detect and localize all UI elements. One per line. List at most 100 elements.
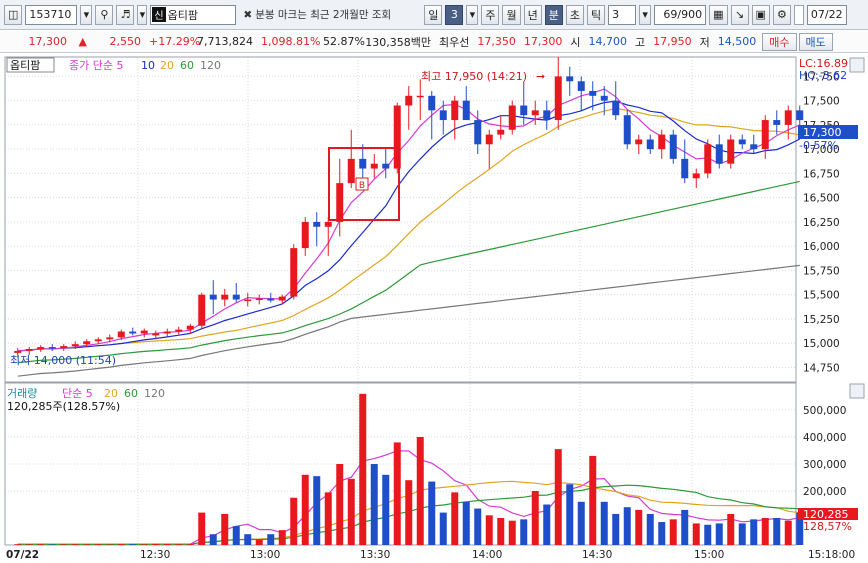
price-tick-label: 17,500 bbox=[803, 96, 840, 108]
candle-body bbox=[209, 294, 217, 300]
candle bbox=[761, 115, 769, 159]
date-input[interactable]: 07/22 bbox=[806, 4, 847, 25]
candle bbox=[83, 339, 91, 348]
stock-code-input[interactable]: 153710 bbox=[25, 4, 78, 25]
candle-type-icon[interactable]: ▦ bbox=[709, 4, 728, 25]
lc-label: LC:16.89 bbox=[799, 57, 848, 70]
price-tick-label: 16,750 bbox=[803, 168, 840, 180]
draw-tool-icon[interactable]: ↘ bbox=[730, 4, 749, 25]
gear-icon[interactable]: ⚙ bbox=[772, 4, 791, 25]
period-second-button[interactable]: 초 bbox=[565, 4, 584, 25]
search-icon[interactable]: ⚲ bbox=[95, 4, 114, 25]
hc-label: HC:-3.62 bbox=[799, 69, 847, 82]
period-year-button[interactable]: 년 bbox=[523, 4, 542, 25]
candle-body bbox=[738, 139, 746, 145]
period-tick-button[interactable]: 틱 bbox=[586, 4, 606, 25]
candle-body bbox=[566, 76, 574, 82]
candle-body bbox=[715, 144, 723, 164]
volume-bar bbox=[163, 544, 171, 545]
candle bbox=[600, 86, 608, 116]
volume-panel-settings-button[interactable] bbox=[849, 383, 865, 399]
volume-bar bbox=[347, 478, 355, 545]
period-week-button[interactable]: 주 bbox=[481, 4, 500, 25]
candle bbox=[152, 330, 160, 340]
volume-bar bbox=[25, 544, 33, 545]
candle-body bbox=[301, 221, 309, 249]
candle bbox=[577, 76, 585, 111]
period-count-field[interactable]: 3 bbox=[445, 4, 464, 25]
period-count-dropdown-icon[interactable]: ▾ bbox=[466, 4, 479, 25]
candle bbox=[129, 327, 137, 336]
quote-open: 14,700 bbox=[588, 35, 628, 48]
candle-body bbox=[520, 105, 528, 116]
candle-body bbox=[773, 120, 781, 125]
ma10-line bbox=[17, 100, 801, 352]
volume-bar bbox=[600, 501, 608, 545]
candle-body bbox=[405, 95, 413, 106]
volume-bar bbox=[336, 464, 344, 545]
candle bbox=[37, 345, 45, 352]
chart-layout-icon[interactable]: ◫ bbox=[4, 4, 23, 25]
buy-button[interactable]: 매수 bbox=[762, 32, 797, 51]
candle bbox=[566, 66, 574, 96]
legend-vol-ma60: 60 bbox=[124, 387, 138, 400]
date-checkbox[interactable] bbox=[793, 4, 804, 25]
candle bbox=[382, 149, 390, 179]
candle bbox=[727, 134, 735, 169]
volume-bar bbox=[520, 519, 528, 545]
candle-body bbox=[612, 100, 620, 116]
candle-body bbox=[48, 347, 56, 349]
minute-mark-notice: 분봉 마크는 최근 2개월만 조회 bbox=[255, 9, 392, 21]
volume-bar bbox=[796, 512, 804, 545]
period-month-button[interactable]: 월 bbox=[502, 4, 521, 25]
candle-body bbox=[704, 144, 712, 174]
candle-body bbox=[750, 144, 758, 150]
candle bbox=[773, 110, 781, 135]
save-icon[interactable]: ▣ bbox=[751, 4, 770, 25]
candle bbox=[175, 326, 183, 335]
interval-input[interactable]: 3 bbox=[608, 4, 637, 25]
volume-bar bbox=[94, 544, 102, 545]
period-minute-button[interactable]: 분 bbox=[544, 4, 563, 25]
volume-bar bbox=[773, 518, 781, 545]
interval-dropdown-icon[interactable]: ▾ bbox=[639, 4, 652, 25]
quote-ask-label: 최우선 bbox=[439, 35, 470, 49]
speaker-dropdown-icon[interactable]: ▾ bbox=[137, 4, 148, 25]
time-tick-label: 07/22 bbox=[6, 549, 39, 561]
buy-signal-label: B bbox=[359, 181, 365, 191]
volume-bar bbox=[232, 526, 240, 545]
candle-body bbox=[669, 134, 677, 159]
stock-chart[interactable]: 17,75017,50017,25017,00016,75016,50016,2… bbox=[0, 54, 868, 563]
time-axis: 07/22 12:30 13:00 13:30 14:00 14:30 15:00 15:18… bbox=[6, 549, 855, 561]
quote-open-label: 시 bbox=[570, 35, 581, 49]
candle-body bbox=[727, 139, 735, 164]
candles bbox=[14, 57, 804, 358]
current-price-tag bbox=[798, 125, 858, 139]
price-panel-settings-button[interactable] bbox=[849, 57, 865, 73]
sell-button[interactable]: 매도 bbox=[798, 32, 833, 51]
volume-bar bbox=[324, 492, 332, 545]
time-tick-label: 14:30 bbox=[582, 549, 612, 561]
candle-body bbox=[313, 221, 321, 227]
volume-bar bbox=[198, 512, 206, 545]
candle-body bbox=[635, 139, 643, 145]
count-display-field[interactable]: 69/900 bbox=[654, 4, 707, 25]
speaker-icon[interactable]: ♬ bbox=[116, 4, 135, 25]
ma120-line bbox=[17, 264, 800, 377]
volume-bars bbox=[14, 393, 804, 545]
current-change-label: -0.57% bbox=[799, 139, 838, 152]
candle bbox=[704, 139, 712, 179]
candle bbox=[140, 328, 148, 338]
stock-code-dropdown-icon[interactable]: ▾ bbox=[80, 4, 93, 25]
candle-body bbox=[106, 337, 114, 340]
candle bbox=[94, 337, 102, 345]
candle-body bbox=[152, 333, 160, 336]
period-day-button[interactable]: 일 bbox=[424, 4, 443, 25]
candle-body bbox=[129, 331, 137, 334]
candle-body bbox=[508, 105, 516, 130]
volume-bar bbox=[681, 509, 689, 545]
stock-name-field[interactable]: 신 옵티팜 bbox=[150, 4, 237, 25]
pattern-highlight-box[interactable] bbox=[328, 147, 400, 221]
candle bbox=[554, 57, 562, 130]
buy-signal-marker[interactable] bbox=[355, 177, 369, 191]
